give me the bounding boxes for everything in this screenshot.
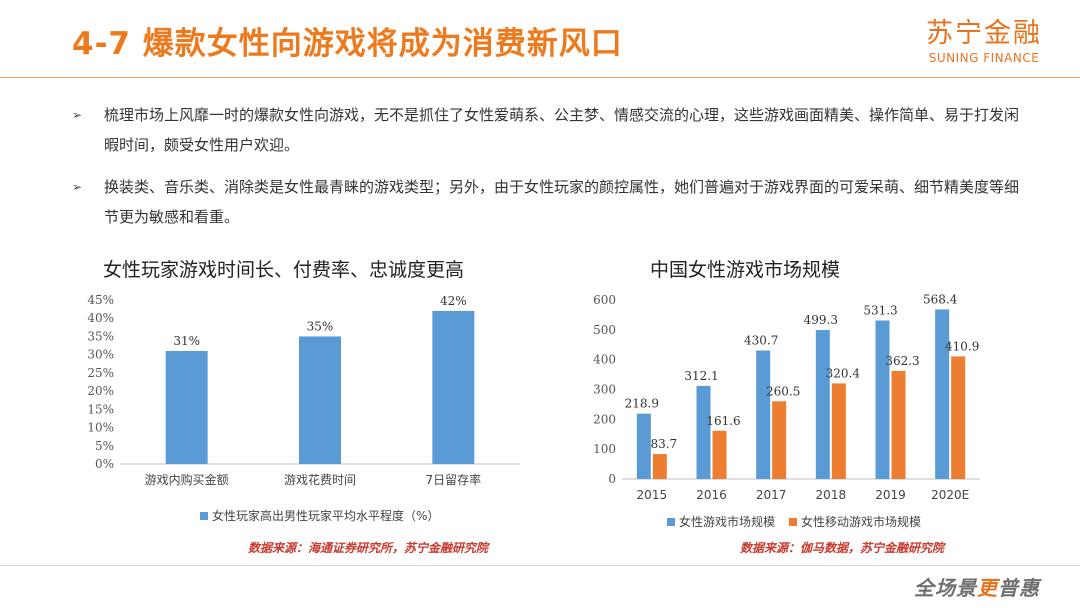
bar [165, 351, 208, 464]
brand-logo: 苏宁金融 SUNING FINANCE [926, 18, 1042, 66]
x-tick-label: 7日留存率 [426, 472, 482, 487]
y-tick-label: 500 [593, 323, 616, 337]
data-label: 35% [307, 319, 334, 333]
bullet-point-2: ➢ 换装类、音乐类、消除类是女性最青睐的游戏类型；另外，由于女性玩家的颜控属性，… [72, 172, 1032, 232]
bar [712, 430, 727, 479]
x-tick-label: 2018 [816, 488, 847, 502]
bar [696, 385, 711, 479]
data-label: 531.3 [863, 303, 897, 317]
legend-label: 女性游戏市场规模 [679, 514, 775, 529]
gender-comparison-chart: 0% 5% 10% 15% 20% 25% 30% 35% 40% 45% 游戏内购买金额 31% 游戏… [87, 293, 520, 523]
y-tick-label: 40% [87, 311, 114, 325]
x-tick-label: 2016 [696, 488, 727, 502]
page-title: 4-7 爆款女性向游戏将成为消费新风口 [72, 26, 623, 62]
y-tick-label: 35% [87, 329, 114, 343]
footer-divider [0, 565, 1080, 566]
bar [756, 350, 771, 479]
bar [815, 330, 830, 479]
bullet-text: 换装类、音乐类、消除类是女性最青睐的游戏类型；另外，由于女性玩家的颜控属性，她们… [104, 178, 1020, 226]
chart-source-note: 数据来源：海通证券研究所，苏宁金融研究院 [248, 541, 489, 555]
bar [299, 336, 341, 464]
y-tick-label: 0 [608, 472, 616, 486]
slogan-check-part: 更 [977, 576, 998, 600]
x-tick-label: 游戏内购买金额 [145, 472, 229, 487]
y-tick-label: 0% [95, 457, 114, 471]
data-label: 430.7 [744, 334, 778, 348]
data-label: 31% [173, 334, 200, 348]
bar [636, 413, 651, 479]
y-tick-label: 15% [87, 402, 114, 416]
y-tick-label: 400 [593, 353, 616, 367]
arrow-bullet-icon: ➢ [72, 108, 83, 122]
data-label: 42% [440, 294, 467, 308]
data-label: 410.9 [945, 339, 979, 353]
data-label: 218.9 [625, 397, 659, 411]
data-label: 320.4 [826, 366, 861, 380]
y-tick-label: 25% [87, 366, 114, 380]
y-tick-label: 5% [95, 439, 114, 453]
bar [891, 370, 906, 479]
x-tick-label: 2015 [637, 488, 668, 502]
y-tick-label: 45% [87, 293, 114, 307]
legend-swatch [200, 512, 208, 520]
slogan-part: 全场景 [914, 576, 977, 600]
brand-name-en: SUNING FINANCE [928, 51, 1040, 65]
y-tick-label: 200 [593, 412, 616, 426]
bullet-text: 梳理市场上风靡一时的爆款女性向游戏，无不是抓住了女性爱萌系、公主梦、情感交流的心… [104, 106, 1020, 154]
bar [831, 383, 846, 479]
title-divider [0, 77, 1080, 78]
bar [935, 309, 950, 479]
bar [432, 310, 475, 464]
brand-name-cn: 苏宁金融 [926, 18, 1042, 49]
data-label: 499.3 [804, 313, 838, 327]
data-label: 568.4 [923, 292, 958, 306]
data-label: 362.3 [885, 354, 919, 368]
y-tick-label: 300 [593, 383, 616, 397]
bullet-point-1: ➢ 梳理市场上风靡一时的爆款女性向游戏，无不是抓住了女性爱萌系、公主梦、情感交流… [72, 100, 1032, 160]
data-label: 83.7 [650, 437, 677, 451]
bar [951, 356, 966, 479]
y-tick-label: 600 [593, 293, 616, 307]
x-tick-label: 2017 [756, 488, 787, 502]
footer-slogan: 全场景更普惠 [914, 572, 1040, 601]
data-label: 161.6 [706, 414, 740, 428]
data-label: 312.1 [684, 369, 718, 383]
legend-label: 女性玩家高出男性玩家平均水平程度（%） [212, 508, 439, 523]
y-tick-label: 10% [87, 421, 114, 435]
bar [875, 320, 890, 479]
x-tick-label: 2019 [875, 488, 906, 502]
legend-swatch [667, 518, 675, 526]
y-tick-label: 100 [593, 442, 616, 456]
bar [772, 401, 787, 479]
legend-swatch [789, 518, 797, 526]
data-label: 260.5 [766, 384, 800, 398]
market-size-chart: 0 100 200 300 400 500 600 2015 218.9 83.7 2016 312.… [593, 292, 980, 529]
legend-label: 女性移动游戏市场规模 [801, 514, 921, 529]
x-tick-label: 2020E [931, 488, 969, 502]
y-tick-label: 30% [87, 348, 114, 362]
y-tick-label: 20% [87, 384, 114, 398]
x-tick-label: 游戏花费时间 [284, 472, 356, 487]
chart-source-note: 数据来源：伽马数据，苏宁金融研究院 [740, 541, 945, 555]
arrow-bullet-icon: ➢ [72, 180, 83, 194]
chart-title-gender-comparison: 女性玩家游戏时间长、付费率、忠诚度更高 [103, 259, 465, 281]
bar [652, 454, 667, 479]
slogan-part: 普惠 [998, 576, 1040, 600]
chart-title-market-size: 中国女性游戏市场规模 [650, 259, 841, 281]
